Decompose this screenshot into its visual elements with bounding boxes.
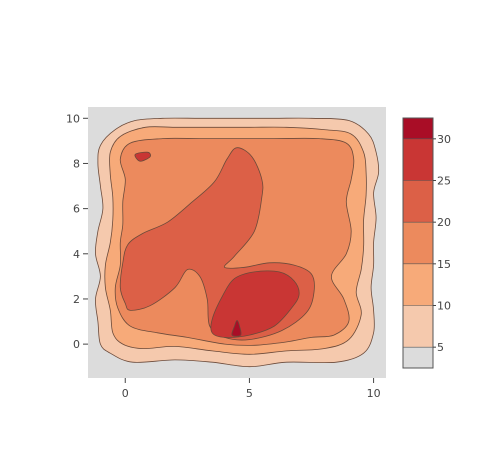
- y-tick-label: 10: [66, 112, 80, 125]
- y-tick-label: 2: [73, 293, 80, 306]
- y-tick-label: 0: [73, 338, 80, 351]
- colorbar-tick-label: 5: [437, 341, 444, 354]
- contour-layer: [95, 117, 380, 368]
- y-tick-label: 6: [73, 203, 80, 216]
- colorbar-band: [403, 263, 433, 306]
- y-tick-label: 8: [73, 157, 80, 170]
- colorbar-outline: [402, 117, 434, 369]
- x-tick-label: 0: [122, 387, 129, 400]
- contour-level-25: [210, 270, 300, 338]
- colorbar: 5 10 15 20 25 30: [402, 117, 451, 369]
- colorbar-tick-label: 10: [437, 300, 451, 313]
- colorbar-tick-label: 15: [437, 258, 451, 271]
- colorbar-tick-label: 30: [437, 133, 451, 146]
- axes: 0 5 10 0 2 4 6 8 10: [66, 112, 381, 400]
- colorbar-band: [403, 118, 433, 139]
- contour-level-30: [231, 320, 242, 337]
- colorbar-band: [403, 305, 433, 348]
- colorbar-band: [403, 347, 433, 368]
- colorbar-band: [403, 180, 433, 223]
- x-tick-label: 10: [367, 387, 381, 400]
- colorbar-tick-label: 20: [437, 216, 451, 229]
- x-tick-label: 5: [246, 387, 253, 400]
- contour-level-25: [134, 151, 151, 162]
- y-tick-label: 4: [73, 248, 80, 261]
- colorbar-band: [403, 222, 433, 264]
- colorbar-tick-label: 25: [437, 175, 451, 188]
- colorbar-band: [403, 138, 433, 181]
